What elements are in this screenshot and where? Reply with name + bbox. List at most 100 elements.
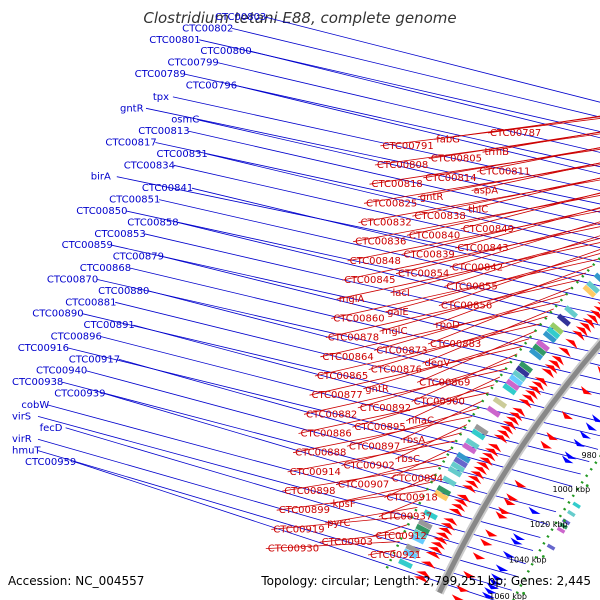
left-leader-line xyxy=(65,427,526,565)
forward-gene-arrow xyxy=(451,504,466,512)
kbp-tick-dot xyxy=(541,555,545,558)
forward-gene-arrow xyxy=(433,537,448,545)
left-gene-label: CTC00939 xyxy=(54,389,105,400)
right-gene-label: CTC00878 xyxy=(328,333,379,344)
right-gene-label: CTC00814 xyxy=(425,173,476,184)
right-gene-label: CTC00811 xyxy=(479,166,530,177)
forward-gene-arrow xyxy=(593,305,600,312)
left-gene-label: virR xyxy=(12,434,32,445)
inner-annotation-block xyxy=(556,526,566,534)
forward-gene-arrow xyxy=(548,359,561,370)
right-gene-label: degV xyxy=(425,358,451,369)
reverse-gene-arrow xyxy=(592,414,600,423)
left-leader-line xyxy=(126,210,600,315)
right-leader-line xyxy=(477,147,600,172)
right-leader-line xyxy=(352,384,495,428)
right-gene-label: nhaC xyxy=(408,416,434,427)
right-gene-label: CTC00873 xyxy=(376,345,427,356)
right-leader-line xyxy=(347,210,600,262)
right-leader-line xyxy=(378,498,423,517)
right-leader-line xyxy=(330,481,432,505)
annotation-block xyxy=(515,365,530,378)
right-leader-line xyxy=(400,400,484,441)
right-leader-line xyxy=(406,192,600,236)
right-gene-label: CTC00899 xyxy=(279,505,330,516)
forward-gene-arrow xyxy=(502,421,517,431)
kbp-tick-dot xyxy=(585,484,589,487)
left-gene-label: hmuT xyxy=(12,446,41,457)
forward-gene-arrow xyxy=(525,390,538,400)
right-gene-label: CTC00903 xyxy=(322,537,373,548)
right-gene-label: CTC00895 xyxy=(354,422,405,433)
forward-gene-arrow xyxy=(453,499,468,508)
left-gene-label: CTC00938 xyxy=(12,377,63,388)
right-gene-label: CTC00876 xyxy=(371,365,422,376)
left-leader-line xyxy=(188,130,600,226)
left-gene-label: CTC00817 xyxy=(105,138,156,149)
annotation-block xyxy=(556,313,571,327)
right-gene-label: pyrC xyxy=(327,518,350,529)
right-leader-line xyxy=(293,416,473,454)
inner-gene-arrow xyxy=(480,538,493,546)
forward-gene-arrow xyxy=(481,452,496,462)
inner-gene-arrow xyxy=(506,493,519,501)
right-leader-line xyxy=(384,473,437,498)
right-leader-line xyxy=(406,376,501,422)
left-gene-label: CTC00803 xyxy=(215,12,266,23)
reverse-gene-arrow xyxy=(579,430,591,439)
annotation-block xyxy=(586,280,600,294)
reverse-gene-arrow xyxy=(585,422,597,431)
forward-gene-arrow xyxy=(448,508,463,517)
right-gene-label: CTC00914 xyxy=(290,467,341,478)
forward-gene-arrow xyxy=(435,532,450,541)
left-gene-label: tpx xyxy=(153,92,169,103)
left-gene-label: osmC xyxy=(171,115,199,126)
left-leader-line xyxy=(250,50,600,139)
left-gene-label: CTC00879 xyxy=(113,252,164,263)
inner-gene-arrow xyxy=(514,479,527,488)
right-gene-label: CTC00921 xyxy=(370,550,421,561)
right-gene-label: CTC00860 xyxy=(333,313,384,324)
left-gene-label: CTC00801 xyxy=(149,35,200,46)
right-leader-line xyxy=(325,507,418,524)
left-leader-line xyxy=(100,336,590,462)
forward-gene-arrow xyxy=(575,326,588,337)
gene-feature-tracks xyxy=(398,272,600,600)
left-leader-line xyxy=(159,199,600,301)
annotation-block xyxy=(423,509,438,521)
left-leader-line xyxy=(115,301,600,422)
left-gene-label: CTC00796 xyxy=(186,81,237,92)
inner-gene-arrow xyxy=(451,594,464,600)
right-gene-label: rbsA xyxy=(403,435,426,446)
inner-gene-arrow xyxy=(581,386,592,395)
right-leader-line xyxy=(374,133,600,166)
reverse-gene-arrow xyxy=(510,537,523,545)
annotation-block xyxy=(582,284,597,298)
right-gene-label: trmB xyxy=(485,147,510,158)
kbp-tick-label: 1000 kbp xyxy=(552,485,590,494)
left-leader-line xyxy=(74,461,496,600)
left-leader-line xyxy=(264,16,600,103)
left-leader-line xyxy=(177,222,600,326)
annotation-block xyxy=(518,360,533,374)
right-gene-label: CTC00919 xyxy=(273,524,324,535)
reverse-gene-arrow xyxy=(491,573,504,581)
accession-text: Accession: NC_004557 xyxy=(8,574,145,588)
forward-gene-arrow xyxy=(541,368,554,379)
right-gene-label: mglA xyxy=(339,294,365,305)
right-gene-label: mglC xyxy=(382,326,408,337)
annotation-block xyxy=(535,339,550,352)
right-gene-label: CTC00825 xyxy=(366,198,417,209)
kbp-tick-label: 1040 kbp xyxy=(509,556,547,565)
right-gene-label: CTC00838 xyxy=(414,211,465,222)
left-gene-label: cobW xyxy=(21,400,49,411)
kbp-ruler: 820 kbp840 kbp860 kbp880 kbp900 kbp920 k… xyxy=(489,451,600,600)
left-leader-line xyxy=(96,279,600,395)
right-gene-label: CTC00832 xyxy=(361,218,412,229)
reverse-gene-arrow xyxy=(528,506,541,514)
right-gene-label: fabG xyxy=(436,134,460,145)
forward-gene-arrow xyxy=(586,314,599,325)
left-leader-line xyxy=(145,107,600,205)
right-leader-line xyxy=(309,345,524,396)
